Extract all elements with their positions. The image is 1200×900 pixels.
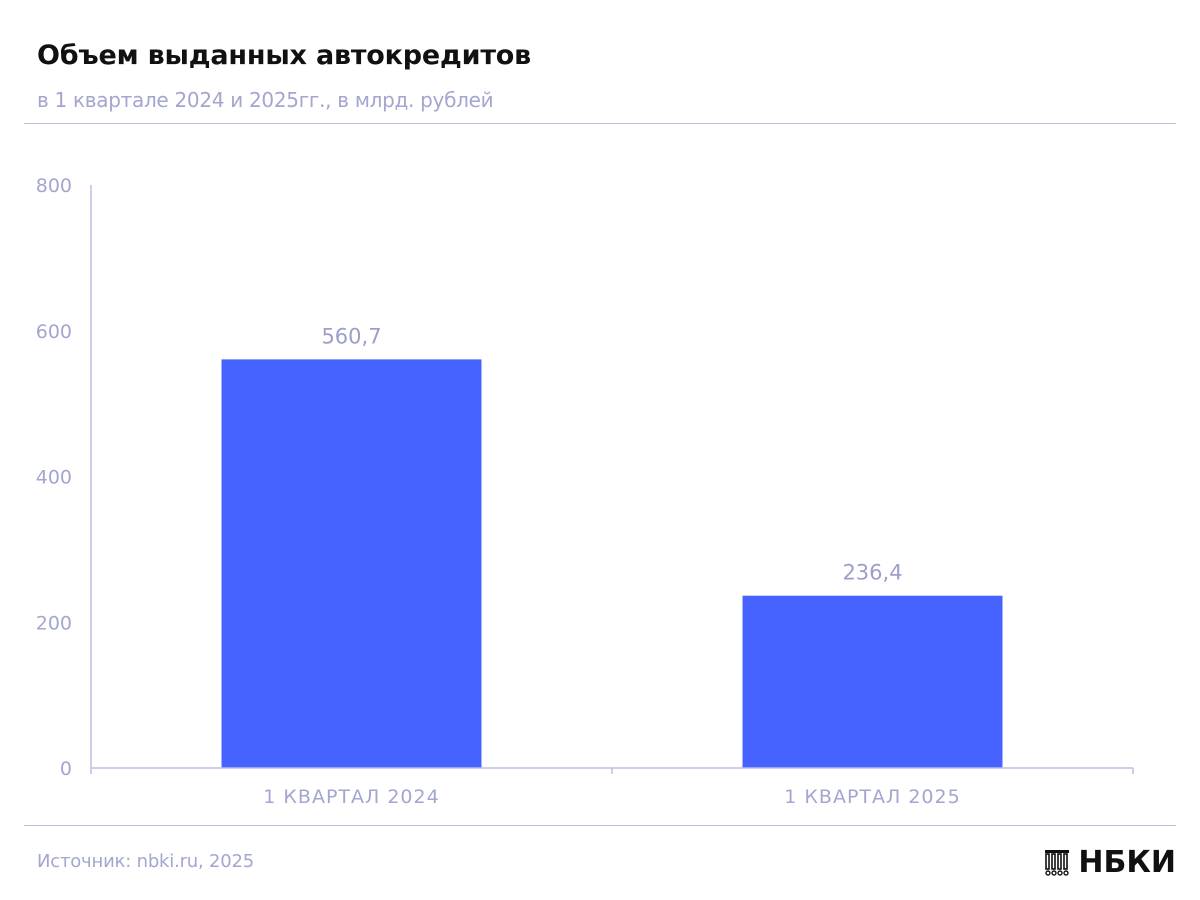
y-axis-ticks: 0 200 400 600 800 [36, 175, 72, 780]
chart-title: Объем выданных автокредитов [37, 40, 532, 71]
source-note: Источник: nbki.ru, 2025 [37, 851, 255, 872]
value-labels: 560,7 236,4 [321, 324, 902, 584]
nbki-logo: НБКИ [1044, 845, 1176, 880]
y-tick-label: 600 [36, 321, 72, 343]
chart-subtitle: в 1 квартале 2024 и 2025гг., в млрд. руб… [37, 88, 494, 112]
bar-value-label: 236,4 [842, 561, 902, 585]
y-tick-label: 0 [60, 758, 72, 780]
y-tick-label: 200 [36, 612, 72, 634]
bar [221, 359, 482, 768]
x-axis-labels: 1 КВАРТАЛ 2024 1 КВАРТАЛ 2025 [263, 786, 960, 808]
y-tick-label: 400 [36, 467, 72, 489]
x-tick-label: 1 КВАРТАЛ 2024 [263, 786, 439, 808]
bar-value-label: 560,7 [321, 324, 381, 348]
x-tick-label: 1 КВАРТАЛ 2025 [784, 786, 960, 808]
bars [221, 359, 1003, 768]
bottom-divider [24, 825, 1176, 826]
columns-building-icon [1045, 849, 1070, 876]
bar [742, 595, 1003, 768]
y-tick-label: 800 [36, 175, 72, 197]
logo-text: НБКИ [1078, 845, 1176, 880]
top-divider [24, 123, 1176, 124]
axes [90, 185, 1134, 774]
